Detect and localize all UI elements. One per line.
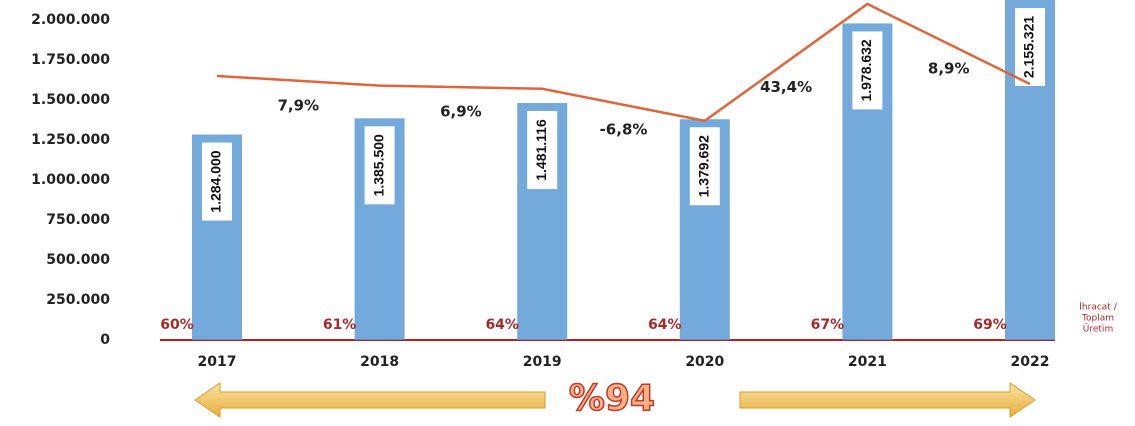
x-tick-label: 2020 [685,354,724,370]
y-tick-label: 0 [100,332,110,348]
growth-label: 8,9% [928,60,970,78]
bar-value-label: 1.379.692 [696,135,712,197]
x-tick-label: 2018 [360,354,399,370]
export-share-label: 61% [323,317,357,333]
growth-label: 7,9% [277,96,319,114]
y-tick-label: 2.000.000 [31,12,110,28]
y-tick-label: 750.000 [46,212,110,228]
y-tick-label: 250.000 [46,292,110,308]
bar-value-label: 1.284.000 [208,150,224,212]
growth-label: 6,9% [440,103,482,121]
bar-value-label: 1.978.632 [858,39,874,101]
export-share-title: Üretim [1083,324,1113,335]
export-share-title: İhracat / [1079,302,1117,313]
footer-note: %94 [569,378,655,419]
y-tick-label: 500.000 [46,252,110,268]
bar-value-label: 2.155.321 [1021,16,1037,78]
export-share-label: 69% [973,317,1007,333]
y-tick-label: 1.750.000 [31,52,110,68]
bar-label-box [202,142,232,221]
bar-label-box [689,127,720,206]
x-tick-label: 2021 [848,354,887,370]
bar-value-label: 1.385.500 [370,134,386,196]
bar-label-box [1015,8,1045,86]
bar-label-box [527,111,558,190]
left-arrow [194,382,546,418]
y-tick-label: 1.500.000 [31,92,110,108]
right-arrow [739,382,1036,418]
x-tick-label: 2022 [1011,354,1050,370]
x-tick-label: 2017 [198,354,237,370]
growth-label: -6,8% [600,120,648,138]
export-share-label: 64% [648,317,682,333]
export-share-label: 64% [485,317,519,333]
trend-line [216,2,1031,123]
bar-value-label: 1.481.116 [533,119,549,181]
growth-label: 43,4% [760,78,812,96]
bar-label-box [852,31,883,110]
y-tick-label: 1.250.000 [31,132,110,148]
export-share-title: Toplam [1081,314,1114,324]
y-tick-label: 1.000.000 [31,172,110,188]
bar-label-box [364,126,395,205]
export-share-label: 67% [811,317,845,333]
x-tick-label: 2019 [523,354,562,370]
export-share-label: 60% [160,317,194,333]
